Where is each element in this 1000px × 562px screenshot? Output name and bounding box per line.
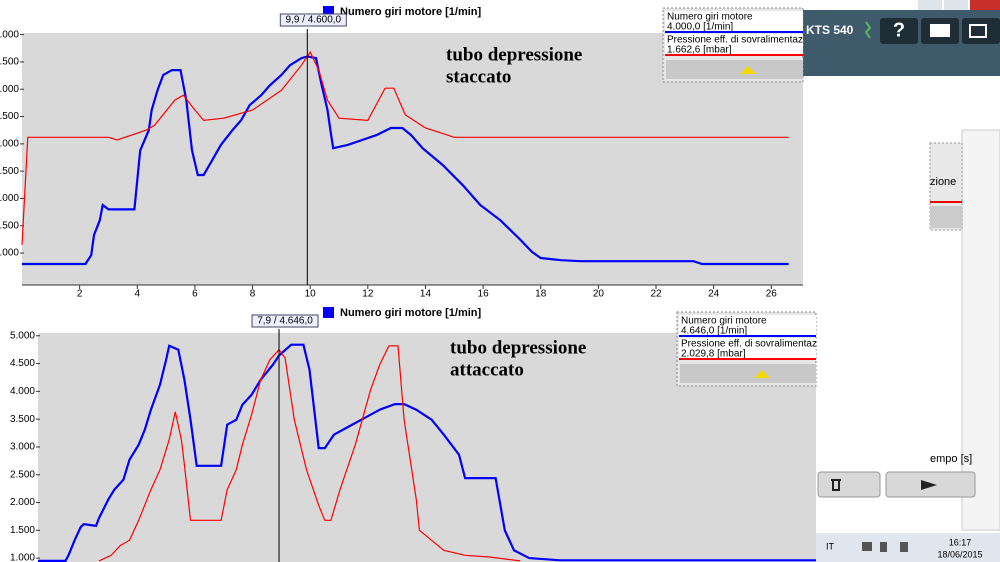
title-marker	[323, 307, 334, 318]
annotation: staccato	[446, 66, 511, 87]
y-tick-label: 3.500	[0, 111, 19, 122]
annotation: tubo depressione	[446, 44, 582, 65]
readout-toggle[interactable]	[666, 60, 803, 79]
y-tick-label: 1.000	[10, 553, 35, 562]
y-tick-label: 2.500	[10, 469, 35, 480]
y-tick-label: 2.000	[0, 193, 19, 204]
side-legend-label: zione	[930, 176, 956, 188]
readout-toggle-icon	[740, 66, 756, 74]
cursor-label-box	[251, 314, 319, 328]
readout-value: 2.029,8 [mbar]	[681, 349, 746, 360]
language[interactable]: IT	[826, 541, 835, 551]
annotation: tubo depressione	[450, 337, 586, 358]
y-tick-label: 5.000	[10, 330, 35, 341]
help-button[interactable]	[880, 18, 918, 44]
delete-icon	[831, 479, 841, 491]
x-tick-label: 22	[650, 289, 662, 300]
x-tick-label: 10	[305, 289, 317, 300]
minimize-button[interactable]	[918, 0, 942, 10]
y-tick-label: 4.500	[10, 358, 35, 369]
tray-icons[interactable]	[862, 542, 872, 551]
tray-icons[interactable]	[900, 542, 908, 552]
x-tick-label: 6	[192, 289, 198, 300]
x-tick-label: 24	[708, 289, 720, 300]
x-tick-label: 14	[420, 289, 432, 300]
x-tick-label: 16	[478, 289, 490, 300]
readout-name: Pressione eff. di sovralimentaz	[681, 339, 817, 350]
y-tick-label: 5.000	[0, 29, 19, 40]
series-line	[21, 50, 789, 245]
cursor-label: 7,9 / 4.646,0	[257, 316, 313, 327]
chart-title: Numero giri motore [1/min]	[340, 307, 482, 319]
chart: Numero giri motore [1/min] 1.000 1.500 2.00…	[0, 0, 804, 300]
cursor-label: 9,9 / 4.600,0	[286, 15, 342, 26]
series-line	[38, 343, 816, 562]
y-tick-label: 3.500	[10, 414, 35, 425]
close-button[interactable]	[970, 0, 1000, 10]
chart: Numero giri motore [1/min] 1.000 1.500 2.00…	[0, 300, 817, 562]
y-tick-label: 4.500	[0, 57, 19, 68]
side-legend-button[interactable]	[930, 206, 962, 228]
tray-icons[interactable]	[880, 542, 887, 552]
y-tick-label: 1.500	[0, 220, 19, 231]
series-line	[98, 345, 521, 562]
delete-button[interactable]	[817, 471, 881, 498]
y-tick-label: 4.000	[0, 84, 19, 95]
y-tick-label: 1.000	[0, 248, 19, 259]
readout-entry	[665, 11, 803, 33]
x-tick-label: 12	[362, 289, 374, 300]
help-icon: ?	[893, 19, 905, 41]
device-name: KTS 540	[806, 23, 854, 37]
readout-entry	[679, 338, 816, 360]
series-line	[22, 55, 789, 266]
readout-name: Numero giri motore	[681, 316, 767, 327]
x-tick-label: 8	[250, 289, 256, 300]
readout-value: 4.646,0 [1/min]	[681, 326, 747, 337]
x-tick-label: 26	[766, 289, 778, 300]
clock-time: 16:17	[949, 537, 972, 547]
readout-name: Numero giri motore	[667, 12, 753, 23]
x-tick-label: 18	[535, 289, 547, 300]
y-tick-label: 1.500	[10, 525, 35, 536]
side-panel	[961, 129, 1000, 531]
readout-entry	[665, 34, 803, 56]
y-tick-label: 2.000	[10, 497, 35, 508]
connection-icon	[864, 21, 872, 39]
y-tick-label: 3.000	[0, 138, 19, 149]
readout-value: 4.000,0 [1/min]	[667, 22, 733, 33]
x-tick-label: 4	[134, 289, 140, 300]
y-tick-label: 3.000	[10, 442, 35, 453]
annotation: attaccato	[450, 359, 524, 380]
menu-button[interactable]	[962, 18, 1000, 44]
cursor-label-box	[279, 13, 347, 27]
side-axis-label: empo [s]	[930, 453, 972, 465]
play-icon	[921, 480, 937, 490]
y-tick-label: 2.500	[0, 166, 19, 177]
print-icon	[930, 24, 950, 37]
readout-toggle-icon	[754, 370, 770, 378]
menu-icon	[969, 24, 987, 38]
title-marker	[323, 6, 334, 17]
maximize-button[interactable]	[944, 0, 968, 10]
readout-toggle[interactable]	[680, 364, 816, 383]
x-tick-label: 20	[593, 289, 605, 300]
readout-value: 1.662,6 [mbar]	[667, 45, 732, 56]
chart-title: Numero giri motore [1/min]	[340, 6, 482, 18]
y-tick-label: 4.000	[10, 386, 35, 397]
readout-name: Pressione eff. di sovralimentaz	[667, 35, 803, 46]
readout-entry	[679, 315, 816, 337]
clock-date: 18/06/2015	[937, 549, 982, 559]
x-tick-label: 2	[77, 289, 83, 300]
